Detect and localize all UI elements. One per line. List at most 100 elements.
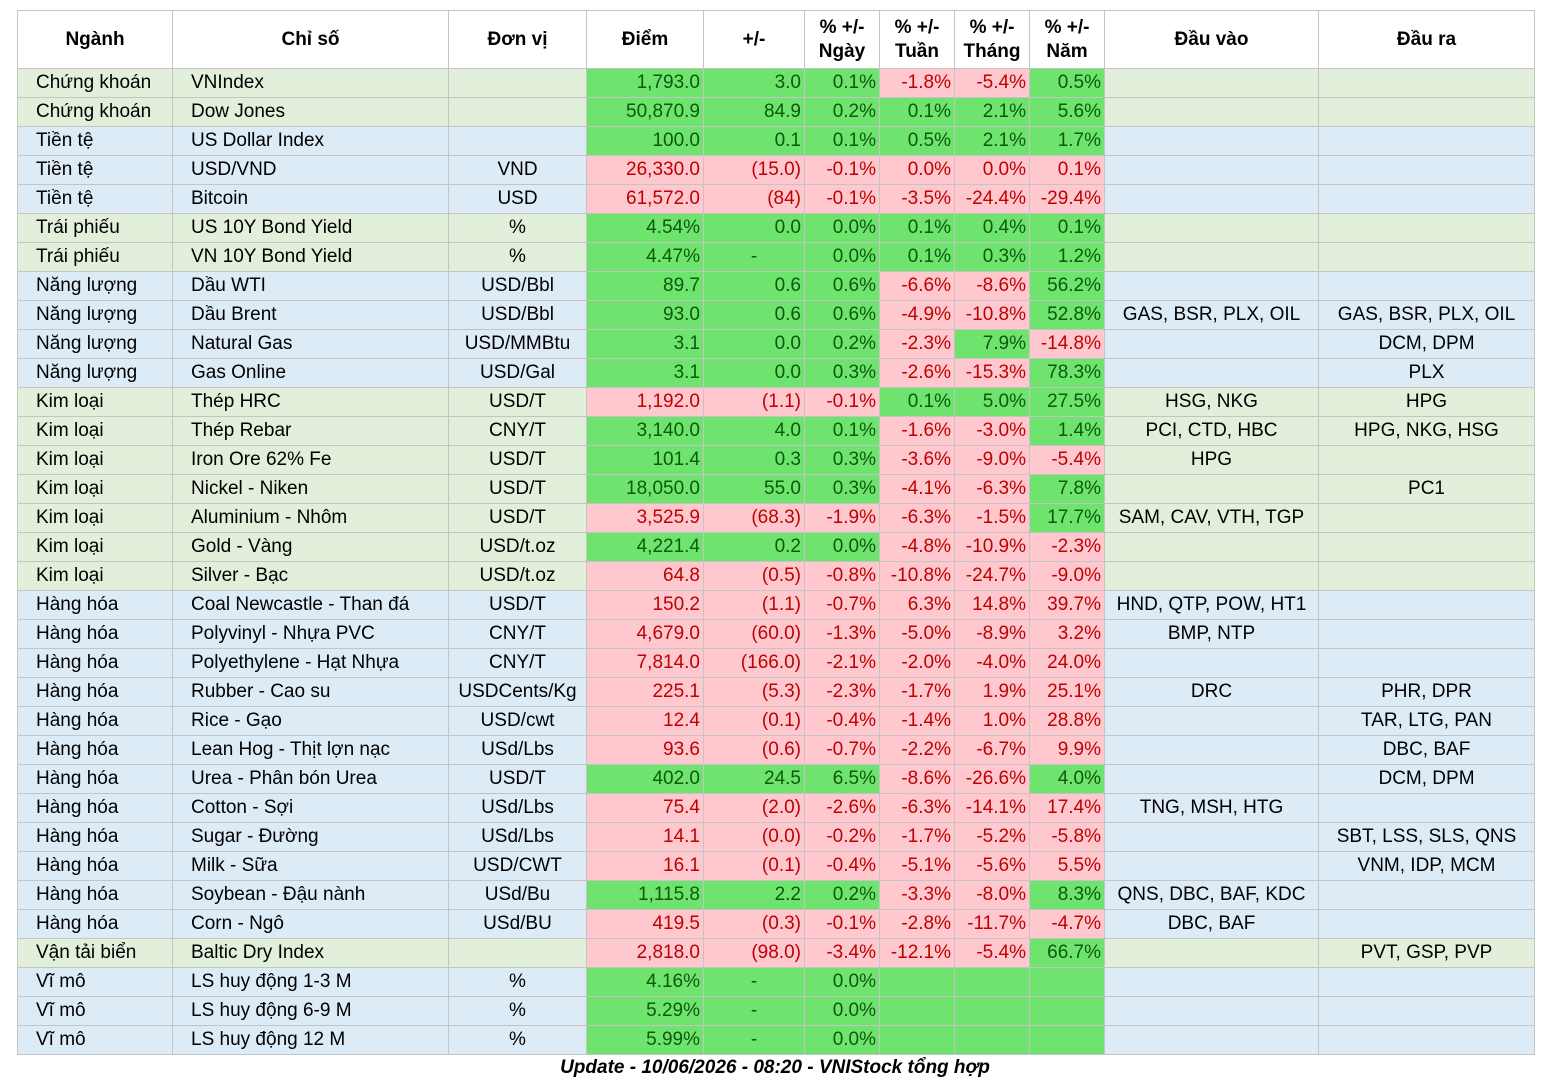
cell [1318,184,1535,214]
cell [1318,213,1535,243]
cell: PCI, CTD, HBC [1104,416,1319,446]
cell: 4,221.4 [586,532,704,562]
cell: 0.6 [703,271,805,301]
cell: Kim loại [17,561,173,591]
table-body: Chứng khoán VNIndex 1,793.0 3.0 0.1% -1.8% -5.… [17,68,1535,1055]
cell: QNS, DBC, BAF, KDC [1104,880,1319,910]
cell: -5.0% [879,619,955,649]
cell [954,996,1030,1026]
cell: 4.47% [586,242,704,272]
cell: 17.4% [1029,793,1105,823]
header-row: Ngành Chỉ số Đơn vị Điểm +/-% +/- Ngày% +/- … [17,10,1535,69]
cell [1104,938,1319,968]
footer: Update - 10/06/2026 - 08:20 - VNIStock t… [560,1057,990,1078]
cell: 66.7% [1029,938,1105,968]
cell [448,938,587,968]
column-header: Điểm [586,10,704,69]
cell [954,1025,1030,1055]
cell: 0.0 [703,213,805,243]
cell: -2.1% [804,648,880,678]
cell: Hàng hóa [17,648,173,678]
cell: Thép HRC [172,387,449,417]
cell: -4.7% [1029,909,1105,939]
cell [1104,706,1319,736]
cell: 2.2 [703,880,805,910]
cell: 0.0% [954,155,1030,185]
cell: Urea - Phân bón Urea [172,764,449,794]
column-header: % +/- Tuần [879,10,955,69]
cell [1104,532,1319,562]
cell: 0.1% [879,97,955,127]
cell: Năng lượng [17,300,173,330]
cell: Corn - Ngô [172,909,449,939]
cell [1318,503,1535,533]
data-row: Kim loại Thép HRC USD/T 1,192.0 (1.1) -0.1% 0.… [17,387,1535,417]
data-row: Hàng hóa Corn - Ngô USd/BU 419.5 (0.3) -0.1% -… [17,909,1535,939]
cell: SAM, CAV, VTH, TGP [1104,503,1319,533]
cell: Hàng hóa [17,793,173,823]
cell: Chứng khoán [17,97,173,127]
cell [1029,967,1105,997]
cell: -8.0% [954,880,1030,910]
cell: Chứng khoán [17,68,173,98]
cell: Soybean - Đậu nành [172,880,449,910]
cell: DCM, DPM [1318,329,1535,359]
cell: USD/MMBtu [448,329,587,359]
cell: -0.4% [804,706,880,736]
cell: GAS, BSR, PLX, OIL [1318,300,1535,330]
cell: -0.7% [804,590,880,620]
cell: 28.8% [1029,706,1105,736]
cell: -6.7% [954,735,1030,765]
cell: Milk - Sữa [172,851,449,881]
cell: -8.6% [879,764,955,794]
cell: 93.0 [586,300,704,330]
cell: 0.1% [1029,213,1105,243]
cell: -24.7% [954,561,1030,591]
cell: - [703,996,805,1026]
cell: -4.0% [954,648,1030,678]
cell: -2.8% [879,909,955,939]
cell [1318,126,1535,156]
data-row: Hàng hóa Coal Newcastle - Than đá USD/T 150… [17,590,1535,620]
cell: DBC, BAF [1104,909,1319,939]
cell [448,97,587,127]
cell: -2.3% [804,677,880,707]
cell: Kim loại [17,445,173,475]
cell: 0.1 [703,126,805,156]
cell: USD/T [448,445,587,475]
cell: % [448,242,587,272]
cell: Kim loại [17,387,173,417]
cell: USD/Bbl [448,300,587,330]
cell [1318,561,1535,591]
cell: 61,572.0 [586,184,704,214]
cell: 16.1 [586,851,704,881]
cell: 3.1 [586,329,704,359]
cell: USD/T [448,387,587,417]
cell: 12.4 [586,706,704,736]
cell: -14.8% [1029,329,1105,359]
cell [1104,358,1319,388]
cell: 55.0 [703,474,805,504]
cell: Dầu WTI [172,271,449,301]
cell: 0.6 [703,300,805,330]
cell: Hàng hóa [17,590,173,620]
column-header: Đầu ra [1318,10,1535,69]
cell: Vận tải biển [17,938,173,968]
cell: 6.5% [804,764,880,794]
cell: 18,050.0 [586,474,704,504]
cell: USD/CWT [448,851,587,881]
cell: CNY/T [448,416,587,446]
cell: 0.3% [804,445,880,475]
cell: 0.1% [879,242,955,272]
cell: USD/T [448,503,587,533]
cell: 101.4 [586,445,704,475]
cell: TNG, MSH, HTG [1104,793,1319,823]
cell [954,967,1030,997]
cell: % [448,1025,587,1055]
cell: VND [448,155,587,185]
cell: -2.6% [804,793,880,823]
cell: -15.3% [954,358,1030,388]
cell: SBT, LSS, SLS, QNS [1318,822,1535,852]
cell: -1.7% [879,822,955,852]
cell: Vĩ mô [17,996,173,1026]
